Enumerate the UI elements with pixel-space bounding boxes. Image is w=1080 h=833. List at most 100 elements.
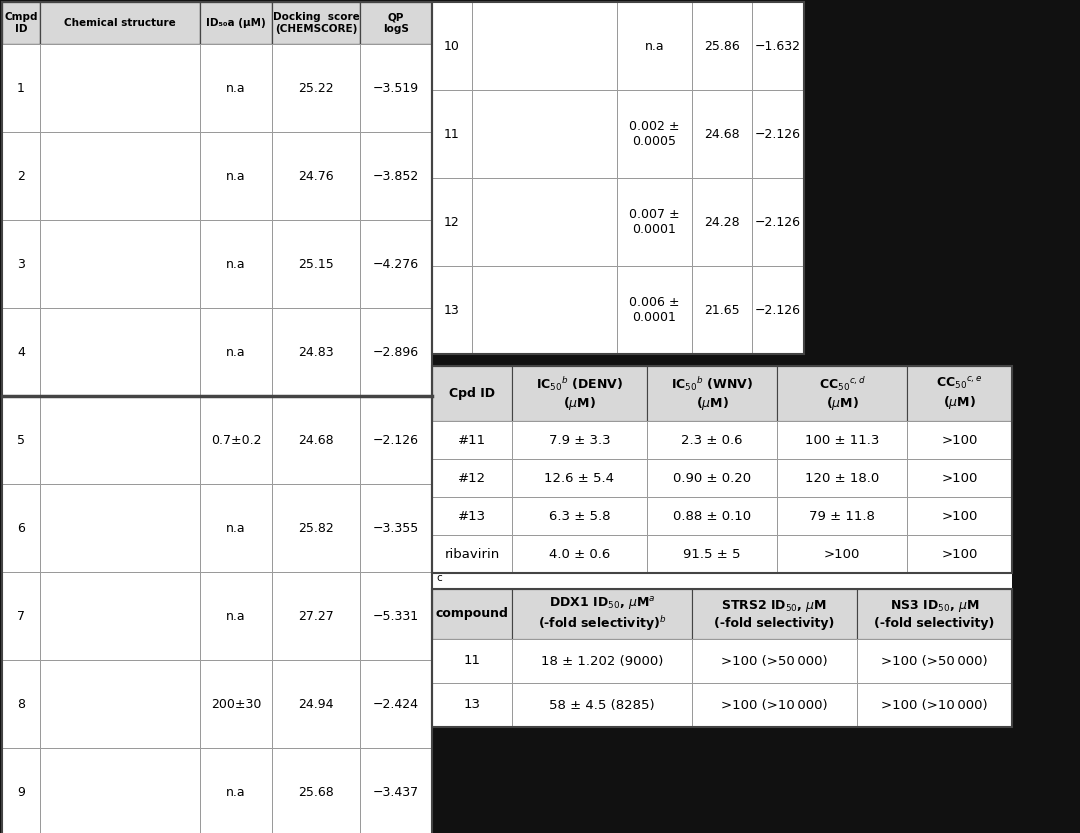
Bar [432,366,1012,573]
Text: 10: 10 [444,39,460,52]
Bar [200,2,272,44]
Text: 100 ± 11.3: 100 ± 11.3 [805,433,879,446]
Bar [512,421,647,459]
Bar [777,535,907,573]
Bar [512,639,692,683]
Bar [2,220,40,308]
Text: 7: 7 [17,610,25,622]
Bar [40,220,200,308]
Text: CC$_{50}$$^{c,e}$
($\mu$M): CC$_{50}$$^{c,e}$ ($\mu$M) [936,376,983,412]
Bar [907,459,1012,497]
Text: 18 ± 1.202 (9000): 18 ± 1.202 (9000) [541,655,663,667]
Text: −2.424: −2.424 [373,697,419,711]
Bar [692,2,752,90]
Text: 6.3 ± 5.8: 6.3 ± 5.8 [549,510,610,522]
Bar [432,266,472,354]
Text: Chemical structure: Chemical structure [64,18,176,28]
Bar [432,589,1012,727]
Bar [647,421,777,459]
Bar [512,589,692,639]
Bar [360,308,432,396]
Text: n.a: n.a [226,257,246,271]
Bar [432,2,804,354]
Bar [2,572,40,660]
Text: ribavirin: ribavirin [444,547,500,561]
Text: 5: 5 [17,433,25,446]
Text: 8: 8 [17,697,25,711]
Bar [617,90,692,178]
Bar [272,220,360,308]
Text: n.a: n.a [226,610,246,622]
Text: 24.76: 24.76 [298,169,334,182]
Bar [360,572,432,660]
Text: STRS2 ID$_{50}$, $\mu$M
(-fold selectivity): STRS2 ID$_{50}$, $\mu$M (-fold selectivi… [714,598,835,630]
Text: #11: #11 [458,433,486,446]
Text: CC$_{50}$$^{c,d}$
($\mu$M): CC$_{50}$$^{c,d}$ ($\mu$M) [819,375,865,412]
Bar [777,421,907,459]
Bar [40,748,200,833]
Text: 0.90 ± 0.20: 0.90 ± 0.20 [673,471,751,485]
Text: n.a: n.a [226,169,246,182]
Bar [692,178,752,266]
Bar [512,683,692,727]
Bar [692,266,752,354]
Text: 24.83: 24.83 [298,346,334,358]
Bar [360,748,432,833]
Text: #13: #13 [458,510,486,522]
Bar [752,266,804,354]
Bar [432,178,472,266]
Text: >100: >100 [942,510,977,522]
Bar [272,396,360,484]
Text: Cpd ID: Cpd ID [449,387,495,400]
Text: 11: 11 [463,655,481,667]
Bar [647,535,777,573]
Bar [858,589,1012,639]
Text: 24.94: 24.94 [298,697,334,711]
Text: 24.28: 24.28 [704,216,740,228]
Bar [2,748,40,833]
Bar [40,44,200,132]
Bar [432,589,1012,727]
Bar [752,178,804,266]
Bar [472,266,617,354]
Text: 4: 4 [17,346,25,358]
Bar [200,572,272,660]
Bar [200,132,272,220]
Text: QP
logS: QP logS [383,12,409,34]
Bar [272,572,360,660]
Bar [360,660,432,748]
Bar [752,90,804,178]
Text: 0.007 ±
0.0001: 0.007 ± 0.0001 [630,208,679,236]
Bar [272,2,360,44]
Text: 58 ± 4.5 (8285): 58 ± 4.5 (8285) [550,699,654,711]
Bar [472,178,617,266]
Text: −3.437: −3.437 [373,786,419,799]
Bar [647,497,777,535]
Bar [200,748,272,833]
Bar [2,396,40,484]
Text: −4.276: −4.276 [373,257,419,271]
Text: 24.68: 24.68 [298,433,334,446]
Bar [2,2,432,833]
Bar [432,535,512,573]
Bar [200,308,272,396]
Bar [272,44,360,132]
Text: 79 ± 11.8: 79 ± 11.8 [809,510,875,522]
Text: 0.7±0.2: 0.7±0.2 [211,433,261,446]
Bar [858,639,1012,683]
Bar [777,459,907,497]
Bar [2,2,40,44]
Text: 25.15: 25.15 [298,257,334,271]
Bar [777,366,907,421]
Bar [40,572,200,660]
Bar [472,2,617,90]
Bar [272,132,360,220]
Bar [512,497,647,535]
Bar [752,2,804,90]
Text: n.a: n.a [226,786,246,799]
Text: >100: >100 [942,547,977,561]
Text: 13: 13 [463,699,481,711]
Bar [272,660,360,748]
Text: 6: 6 [17,521,25,535]
Text: 7.9 ± 3.3: 7.9 ± 3.3 [549,433,610,446]
